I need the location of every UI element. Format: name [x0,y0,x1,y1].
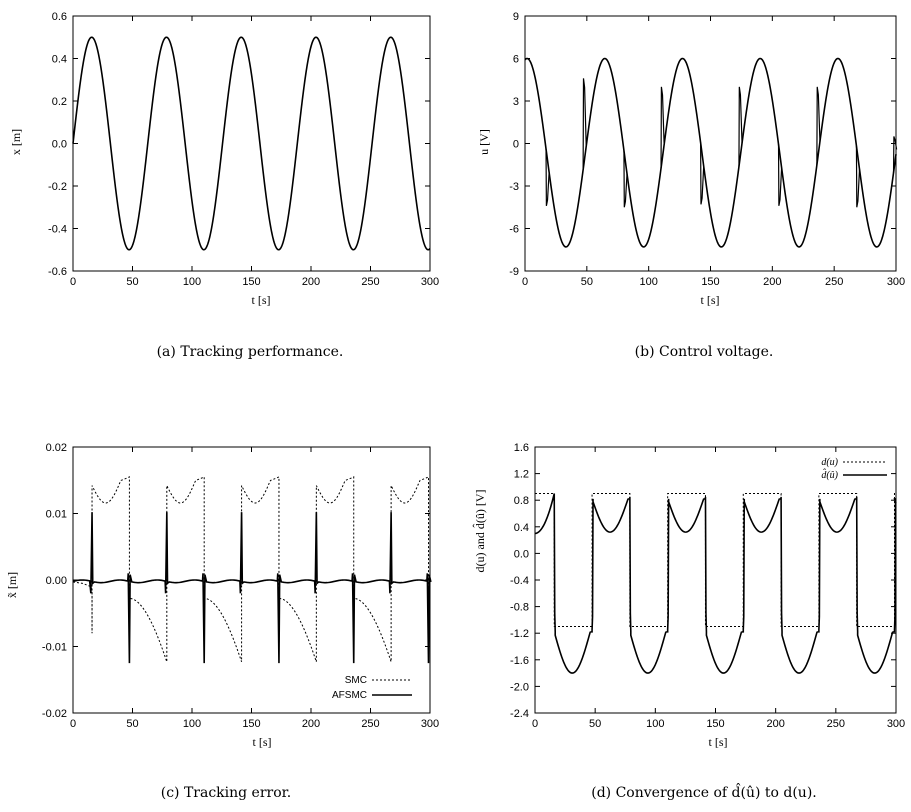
series-smc [73,477,430,662]
y-tick-label: -2.4 [510,708,529,720]
x-tick-label: 0 [70,276,76,288]
ylabel-b: u [V] [477,129,491,155]
y-tick-label: 0.0 [514,548,529,560]
xlabel-d: t [s] [709,735,728,749]
y-tick-label: -0.01 [42,642,67,654]
y-tick-label: 0.6 [52,11,67,23]
series-u-control [525,59,896,247]
legend-label-du: d(u) [821,457,838,468]
panel-convergence: (d) Convergence of d̂(û) to d(u). t [s] … [472,442,905,801]
x-tick-label: 250 [361,276,379,288]
y-tick-label: 0 [513,139,519,151]
y-tick-label: 6 [513,54,519,66]
y-tick-label: 0.01 [46,509,67,521]
y-tick-label: -0.4 [510,575,529,587]
y-tick-label: -1.2 [510,628,529,640]
caption-a: (a) Tracking performance. [157,344,344,360]
xlabel-a: t [s] [252,293,271,307]
x-tick-label: 100 [639,276,657,288]
x-tick-label: 250 [361,718,379,730]
y-tick-label: 9 [513,11,519,23]
y-tick-label: -2.0 [510,681,529,693]
y-tick-label: 0.0 [52,139,67,151]
panel-tracking-performance: (a) Tracking performance. t [s] x [m] 0 5… [9,11,439,360]
x-tick-label: 200 [766,718,784,730]
plot-frame-d [535,447,896,713]
y-tick-label: -0.2 [48,181,67,193]
panel-tracking-error: (c) Tracking error. t [s] x̃ [m] SMC AFS… [5,442,439,801]
x-tick-label: 150 [242,276,260,288]
panel-control-voltage: (b) Control voltage. t [s] u [V] 0 50 100 1… [477,11,905,360]
caption-d: (d) Convergence of d̂(û) to d(u). [591,782,817,801]
x-tick-label: 300 [421,276,439,288]
y-tick-label: 3 [513,96,519,108]
x-tick-label: 200 [302,276,320,288]
x-tick-label: 0 [522,276,528,288]
series-afsmc [73,512,431,663]
y-tick-label: -0.02 [42,708,67,720]
series-d-hat [535,494,896,674]
legend-label-afsmc: AFSMC [332,690,367,701]
y-tick-label: 0.2 [52,96,67,108]
plot-frame-a [73,16,430,271]
y-tick-label: 0.02 [46,442,67,454]
legend-d: d(u) d̂(û) [821,457,887,481]
caption-b: (b) Control voltage. [635,344,774,360]
y-tick-label: -0.4 [48,224,67,236]
ylabel-a: x [m] [9,129,23,155]
x-tick-label: 300 [421,718,439,730]
x-tick-label: 150 [701,276,719,288]
ylabel-c: x̃ [m] [5,572,19,598]
y-tick-label: 1.2 [514,469,529,481]
xlabel-c: t [s] [253,735,272,749]
x-tick-label: 50 [126,276,138,288]
x-tick-label: 150 [242,718,260,730]
y-tick-label: -6 [509,224,519,236]
xlabel-b: t [s] [701,293,720,307]
x-tick-label: 100 [183,718,201,730]
caption-c: (c) Tracking error. [161,785,292,801]
plot-frame-b [525,16,896,271]
x-tick-label: 250 [825,276,843,288]
y-tick-label: -0.6 [48,266,67,278]
y-tick-label: 0.4 [514,522,529,534]
x-tick-label: 200 [763,276,781,288]
series-x-reference [73,37,430,250]
x-tick-label: 0 [70,718,76,730]
y-tick-label: 1.6 [514,442,529,454]
y-tick-label: -9 [509,266,519,278]
y-tick-label: 0.00 [46,575,67,587]
x-tick-label: 200 [302,718,320,730]
x-tick-label: 50 [589,718,601,730]
ylabel-d: d(u) and d̂(û) [V] [472,490,487,573]
legend-c: SMC AFSMC [332,675,412,701]
y-tick-label: 0.4 [52,54,67,66]
x-tick-label: 300 [887,276,905,288]
y-tick-label: 0.8 [514,495,529,507]
x-tick-label: 300 [887,718,905,730]
x-tick-label: 250 [827,718,845,730]
legend-label-smc: SMC [345,675,367,686]
y-tick-label: -3 [509,181,519,193]
y-tick-label: -0.8 [510,602,529,614]
y-tick-label: -1.6 [510,655,529,667]
legend-label-dhat: d̂(û) [821,468,838,481]
x-tick-label: 150 [706,718,724,730]
x-tick-label: 100 [183,276,201,288]
x-tick-label: 50 [126,718,138,730]
x-tick-label: 100 [646,718,664,730]
series-d-u [535,494,896,627]
x-tick-label: 0 [532,718,538,730]
x-tick-label: 50 [581,276,593,288]
